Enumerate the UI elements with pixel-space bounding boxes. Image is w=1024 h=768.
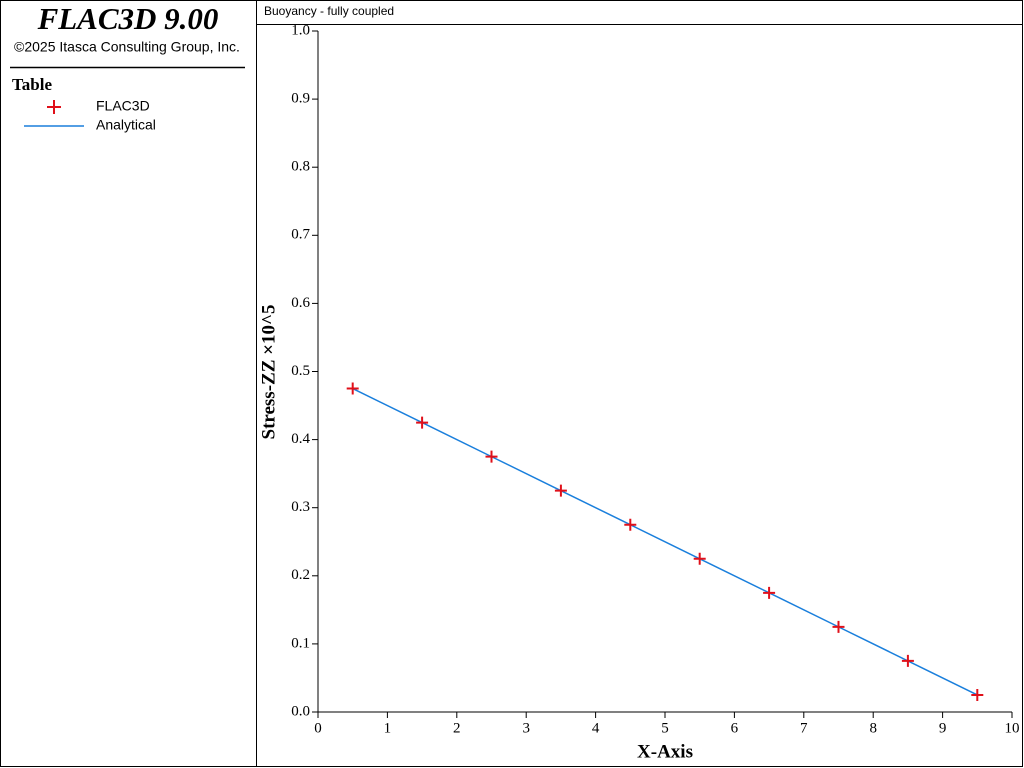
- legend-swatch: [47, 100, 61, 114]
- point-marker: [346, 382, 359, 395]
- point-marker: [693, 552, 706, 565]
- x-tick-label: 2: [453, 720, 461, 736]
- y-tick-label: 1.0: [291, 22, 310, 38]
- copyright: ©2025 Itasca Consulting Group, Inc.: [14, 39, 240, 55]
- point-marker: [485, 450, 498, 463]
- y-tick-label: 0.3: [291, 499, 310, 515]
- x-tick-label: 3: [522, 720, 530, 736]
- x-tick-label: 10: [1005, 720, 1020, 736]
- y-tick-label: 0.5: [291, 363, 310, 379]
- point-marker: [901, 654, 914, 667]
- chart-title: Buoyancy - fully coupled: [264, 4, 394, 18]
- y-axis-label: Stress-ZZ ×10^5: [258, 305, 279, 440]
- point-marker: [971, 688, 984, 701]
- y-tick-label: 0.6: [291, 295, 310, 311]
- y-tick-label: 0.2: [291, 567, 310, 583]
- legend-title: Table: [12, 75, 52, 94]
- x-tick-label: 0: [314, 720, 322, 736]
- x-axis-label: X-Axis: [637, 741, 693, 762]
- series-line: [352, 387, 978, 696]
- x-tick-label: 9: [939, 720, 947, 736]
- x-tick-label: 8: [869, 720, 877, 736]
- x-tick-label: 4: [592, 720, 600, 736]
- point-marker: [554, 484, 567, 497]
- point-marker: [416, 416, 429, 429]
- point-marker: [763, 586, 776, 599]
- app-title: FLAC3D 9.00: [37, 1, 219, 36]
- y-tick-label: 0.9: [291, 91, 310, 107]
- y-tick-label: 0.8: [291, 159, 310, 175]
- point-marker: [832, 620, 845, 633]
- x-tick-label: 1: [384, 720, 392, 736]
- y-tick-label: 0.1: [291, 635, 310, 651]
- legend-label: FLAC3D: [96, 98, 150, 114]
- x-tick-label: 6: [731, 720, 739, 736]
- point-marker: [624, 518, 637, 531]
- y-tick-label: 0.4: [291, 431, 310, 447]
- x-tick-label: 5: [661, 720, 669, 736]
- legend-label: Analytical: [96, 117, 156, 133]
- x-tick-label: 7: [800, 720, 808, 736]
- y-tick-label: 0.7: [291, 227, 310, 243]
- y-tick-label: 0.0: [291, 703, 310, 719]
